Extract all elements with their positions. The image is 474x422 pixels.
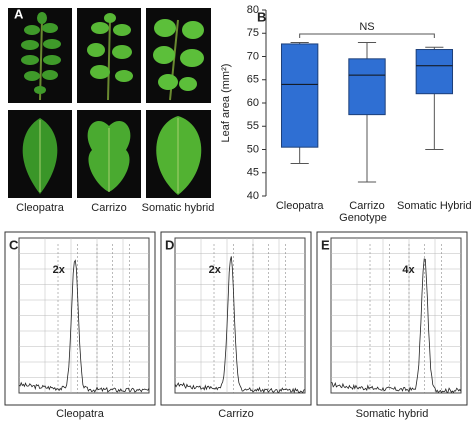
histogram-trace: [174, 256, 306, 394]
histogram-panel: D 2x Carrizo: [160, 231, 312, 420]
caption: Carrizo: [91, 202, 126, 214]
x-tick-label: Carrizo: [349, 200, 384, 212]
y-tick-label: 40: [247, 190, 259, 202]
panel-label: A: [14, 6, 24, 21]
panel-frame: [160, 231, 312, 406]
box: [348, 58, 386, 116]
ploidy-label: 4x: [402, 264, 415, 276]
panel-label: E: [321, 237, 330, 252]
box: [415, 49, 454, 95]
y-tick-label: 65: [247, 74, 259, 86]
panel-label: D: [165, 237, 174, 252]
caption: Somatic hybrid: [142, 202, 215, 214]
histogram-trace: [18, 259, 150, 393]
x-axis-label: Genotype: [339, 212, 387, 224]
y-axis-label: Leaf area (mm²): [220, 64, 232, 143]
y-tick-label: 45: [247, 167, 259, 179]
panel-label: B: [257, 9, 266, 24]
y-tick-label: 80: [247, 4, 259, 16]
histogram-panel: C 2x Cleopatra: [4, 231, 156, 420]
panel-frame: [316, 231, 468, 406]
histogram-panel: E 4x Somatic hybrid: [316, 231, 468, 420]
annotation: NS: [359, 21, 374, 33]
histogram-trace: [331, 258, 462, 394]
significance-bracket: [299, 33, 435, 38]
caption: Cleopatra: [16, 202, 65, 214]
box: [280, 43, 319, 148]
panel-label: C: [9, 237, 19, 252]
y-tick-label: 55: [247, 120, 259, 132]
caption: Somatic hybrid: [356, 408, 429, 420]
y-tick-label: 50: [247, 143, 259, 155]
caption: Carrizo: [218, 408, 253, 420]
y-tick-label: 70: [247, 50, 259, 62]
ploidy-label: 2x: [209, 264, 222, 276]
y-tick-label: 60: [247, 97, 259, 109]
caption: Cleopatra: [56, 408, 105, 420]
x-tick-label: Somatic Hybrid: [397, 200, 472, 212]
ploidy-label: 2x: [53, 264, 66, 276]
y-tick-label: 75: [247, 27, 259, 39]
leaf-photos: [8, 8, 211, 198]
panel-frame: [4, 231, 156, 406]
x-tick-label: Cleopatra: [276, 200, 325, 212]
